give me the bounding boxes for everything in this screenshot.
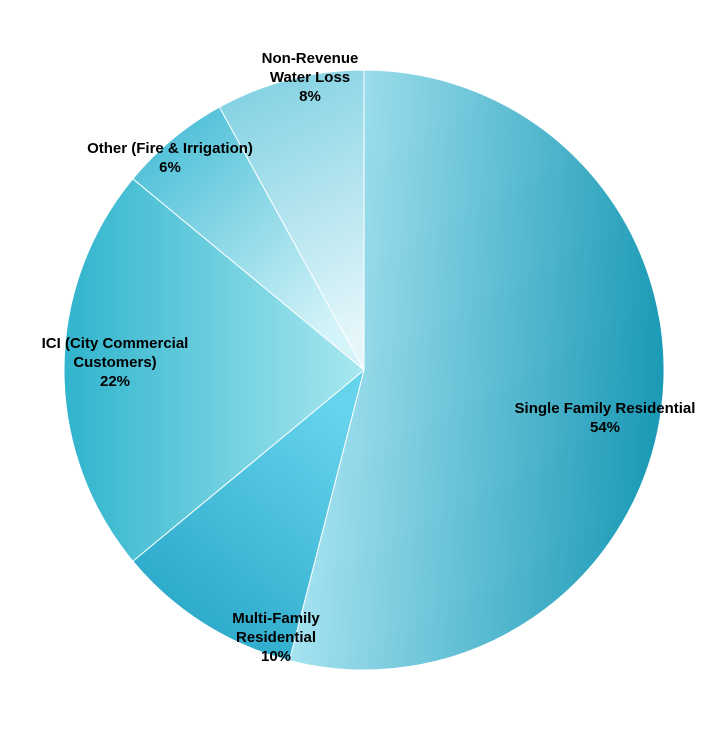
slice-label: Single Family Residential54%: [505, 400, 705, 438]
slice-label: Non-RevenueWater Loss8%: [240, 50, 380, 106]
slice-label: Other (Fire & Irrigation)6%: [65, 140, 275, 178]
slice-label: ICI (City CommercialCustomers)22%: [25, 335, 205, 391]
pie-chart-container: Single Family Residential54% Multi-Family…: [0, 0, 728, 740]
slice-label: Multi-FamilyResidential10%: [216, 610, 336, 666]
